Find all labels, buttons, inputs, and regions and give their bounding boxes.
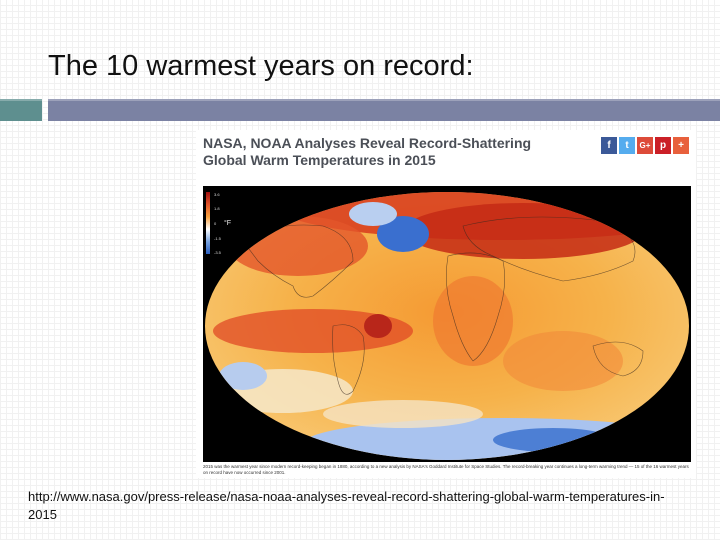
temperature-anomaly-map: 3.6 1.8 0 -1.5 -3.5 °F bbox=[203, 186, 691, 462]
greenland-cool bbox=[349, 202, 397, 226]
legend-tick: -1.5 bbox=[214, 236, 221, 241]
south-pacific-blue bbox=[219, 362, 267, 390]
slide-title: The 10 warmest years on record: bbox=[48, 50, 474, 82]
africa-warm bbox=[433, 276, 513, 366]
southern-ocean-pale bbox=[323, 400, 483, 428]
title-rule-highlight bbox=[0, 99, 720, 101]
legend-color-scale bbox=[206, 192, 210, 254]
image-caption: 2015 was the warmest year since modern r… bbox=[203, 464, 689, 475]
legend-unit: °F bbox=[224, 220, 232, 227]
google-plus-icon[interactable]: G+ bbox=[637, 137, 653, 154]
article-screenshot: NASA, NOAA Analyses Reveal Record-Shatte… bbox=[196, 130, 696, 478]
title-rule-accent bbox=[0, 99, 42, 121]
facebook-icon[interactable]: f bbox=[601, 137, 617, 154]
equatorial-hot-spot bbox=[364, 314, 392, 338]
indian-ocean-warm bbox=[503, 331, 623, 391]
article-headline: NASA, NOAA Analyses Reveal Record-Shatte… bbox=[203, 135, 532, 168]
legend-tick: 1.8 bbox=[214, 206, 220, 211]
legend-tick: 3.6 bbox=[214, 192, 220, 197]
antarctic-cold-spot bbox=[493, 428, 613, 452]
map-legend: 3.6 1.8 0 -1.5 -3.5 °F bbox=[206, 192, 236, 258]
continent-outlines bbox=[242, 216, 644, 395]
twitter-icon[interactable]: t bbox=[619, 137, 635, 154]
share-bar: f t G+ p + bbox=[601, 137, 689, 154]
legend-tick: -3.5 bbox=[214, 250, 221, 255]
title-rule-bar bbox=[48, 99, 720, 121]
source-url[interactable]: http://www.nasa.gov/press-release/nasa-n… bbox=[28, 489, 665, 522]
pinterest-icon[interactable]: p bbox=[655, 137, 671, 154]
siberia-hot-region bbox=[403, 203, 643, 259]
north-atlantic-cold-spot bbox=[377, 216, 429, 252]
more-share-icon[interactable]: + bbox=[673, 137, 689, 154]
pacific-el-nino-band bbox=[213, 309, 413, 353]
world-map-image bbox=[205, 192, 689, 460]
legend-tick: 0 bbox=[214, 221, 217, 226]
